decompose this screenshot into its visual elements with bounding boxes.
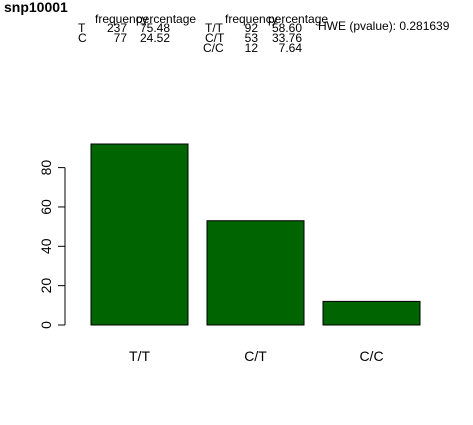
y-tick-label: 0: [38, 321, 54, 329]
y-tick-label: 60: [38, 199, 54, 215]
genotype-percentage: 7.64: [278, 41, 302, 55]
allele-header-frequency: frequency: [95, 12, 148, 26]
y-tick-label: 40: [38, 238, 54, 254]
x-tick-label: T/T: [129, 348, 150, 364]
allele-header-percentage: percentage: [136, 12, 197, 26]
genotype-header-frequency: frequency: [225, 12, 278, 26]
allele-percentage: 75.48: [139, 21, 170, 35]
genotype-label: T/T: [205, 21, 223, 35]
genotype-label: C/T: [205, 31, 225, 45]
bar: [206, 220, 305, 326]
bar: [322, 300, 421, 326]
allele-percentage: 24.52: [139, 31, 170, 45]
genotype-frequency: 53: [244, 31, 258, 45]
genotype-frequency: 12: [244, 41, 258, 55]
y-tick-label: 20: [38, 278, 54, 294]
allele-frequency: 237: [106, 21, 127, 35]
allele-label: T: [78, 21, 86, 35]
bar: [90, 143, 189, 326]
genotype-header-percentage: percentage: [268, 12, 329, 26]
y-tick-label: 80: [38, 160, 54, 176]
genotype-label: C/C: [203, 41, 224, 55]
x-tick-label: C/T: [244, 348, 267, 364]
genotype-percentage: 33.76: [271, 31, 302, 45]
hwe-pvalue: HWE (pvalue): 0.281639: [318, 19, 450, 33]
genotype-percentage: 58.60: [271, 21, 302, 35]
allele-label: C: [78, 31, 87, 45]
genotype-frequency: 92: [244, 21, 258, 35]
chart-title: snp10001: [4, 0, 68, 15]
x-tick-label: C/C: [359, 348, 383, 364]
allele-frequency: 77: [113, 31, 127, 45]
